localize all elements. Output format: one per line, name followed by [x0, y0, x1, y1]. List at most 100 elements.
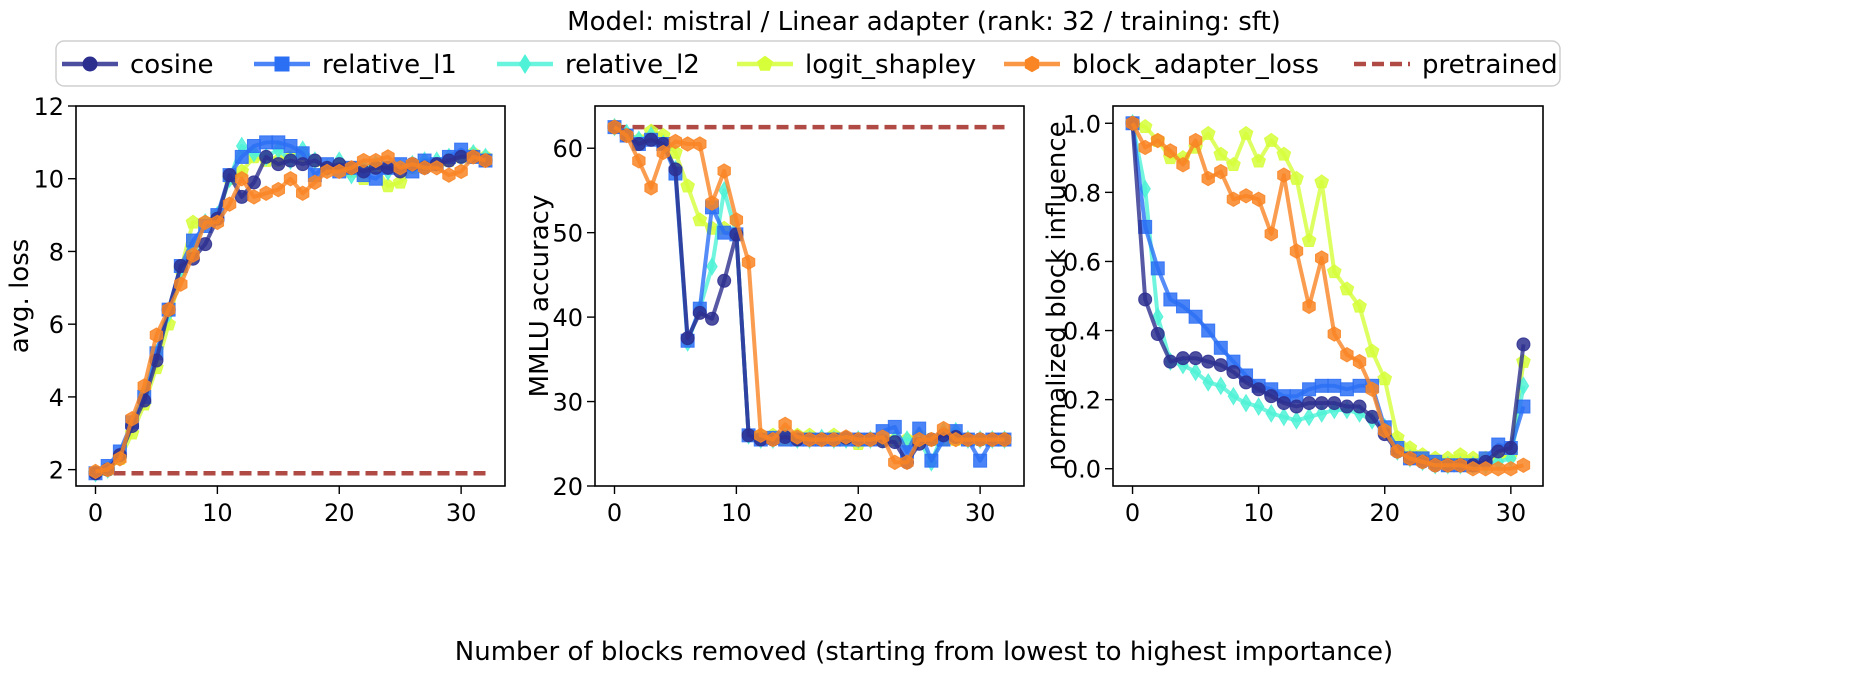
data-point-block-adapter-loss-30: [973, 431, 987, 448]
data-point-relative-l1-4: [1175, 299, 1190, 314]
legend-marker-block-adapter-loss: [1024, 55, 1040, 73]
series-line-relative-l2: [94, 144, 487, 476]
series-line-logit-shapley: [94, 151, 487, 476]
data-point-block-adapter-loss-18: [308, 174, 322, 191]
data-point-block-adapter-loss-27: [1466, 460, 1480, 477]
figure-xlabel: Number of blocks removed (starting from …: [455, 637, 1393, 667]
data-point-block-adapter-loss-7: [174, 276, 188, 292]
x-tick-label: 0: [88, 499, 103, 527]
legend-marker-relative-l1: [274, 56, 290, 72]
data-point-block-adapter-loss-30: [454, 163, 468, 180]
data-point-relative-l1-31: [1516, 399, 1531, 414]
data-point-block-adapter-loss-6: [680, 136, 695, 152]
y-tick-label: 30: [552, 389, 583, 417]
data-point-block-adapter-loss-2: [632, 153, 646, 169]
data-point-cosine-2: [1150, 327, 1165, 341]
y-tick-label: 4: [49, 384, 64, 412]
data-point-logit-shapley-17: [1339, 281, 1355, 296]
data-point-block-adapter-loss-0: [88, 463, 103, 480]
data-point-block-adapter-loss-10: [210, 214, 225, 231]
data-point-logit-shapley-1: [1137, 118, 1153, 134]
legend-label-block-adapter-loss: block_adapter_loss: [1072, 50, 1319, 80]
data-point-relative-l2-13: [1290, 410, 1303, 430]
x-tick-label: 20: [324, 499, 355, 527]
data-point-block-adapter-loss-5: [668, 133, 683, 150]
data-point-logit-shapley-11: [1263, 132, 1279, 147]
series-block-adapter-loss: [1125, 115, 1531, 477]
data-point-block-adapter-loss-2: [1151, 132, 1165, 149]
data-point-logit-shapley-9: [1238, 125, 1254, 140]
data-point-block-adapter-loss-30: [1504, 460, 1518, 477]
legend-item-pretrained: pretrained: [1354, 50, 1558, 80]
data-point-logit-shapley-15: [1314, 174, 1330, 189]
data-point-logit-shapley-7: [1213, 146, 1229, 161]
legend-item-logit-shapley: logit_shapley: [737, 50, 976, 80]
data-point-relative-l1-7: [1213, 340, 1228, 355]
data-point-block-adapter-loss-7: [693, 136, 707, 152]
data-point-block-adapter-loss-31: [466, 149, 481, 165]
data-point-block-adapter-loss-23: [888, 454, 902, 471]
data-point-relative-l1-12: [234, 149, 249, 164]
data-point-block-adapter-loss-25: [1441, 457, 1455, 474]
legend-item-relative-l1: relative_l1: [254, 50, 457, 80]
data-point-relative-l1-13: [246, 139, 261, 153]
series-logit-shapley: [88, 145, 493, 480]
data-point-block-adapter-loss-15: [1315, 250, 1329, 266]
series-group: [607, 117, 1012, 472]
x-tick-label: 20: [843, 499, 874, 527]
data-point-relative-l1-3: [1163, 292, 1178, 307]
data-point-block-adapter-loss-14: [778, 416, 792, 433]
data-point-cosine-1: [1138, 292, 1153, 307]
y-tick-label: 8: [49, 238, 64, 266]
data-point-block-adapter-loss-1: [100, 461, 115, 478]
data-point-cosine-11: [1264, 389, 1279, 404]
y-tick-label: 12: [33, 93, 64, 121]
data-point-cosine-7: [1213, 358, 1228, 373]
data-point-block-adapter-loss-3: [1163, 143, 1178, 159]
data-point-block-adapter-loss-19: [320, 163, 334, 180]
figure-title: Model: mistral / Linear adapter (rank: 3…: [567, 7, 1281, 37]
legend-label-relative-l2: relative_l2: [565, 50, 700, 80]
data-point-block-adapter-loss-26: [405, 156, 420, 172]
y-tick-label: 0.8: [1063, 179, 1101, 207]
data-point-block-adapter-loss-20: [332, 163, 346, 180]
series-markers-logit-shapley: [88, 145, 493, 480]
data-point-block-adapter-loss-8: [1226, 191, 1241, 208]
data-point-logit-shapley-8: [185, 214, 201, 229]
data-point-block-adapter-loss-3: [644, 180, 658, 196]
data-point-block-adapter-loss-10: [1251, 191, 1266, 208]
data-point-block-adapter-loss-28: [949, 431, 963, 448]
series-markers-block-adapter-loss: [607, 119, 1012, 471]
series-cosine: [88, 149, 493, 481]
data-point-cosine-29: [1491, 444, 1506, 459]
data-point-relative-l1-15: [1314, 378, 1329, 393]
data-point-cosine-4: [1175, 351, 1190, 366]
data-point-block-adapter-loss-22: [356, 152, 371, 169]
data-point-relative-l1-6: [1201, 323, 1216, 338]
data-point-relative-l2-6: [1202, 372, 1214, 392]
data-point-block-adapter-loss-25: [393, 160, 407, 176]
data-point-block-adapter-loss-4: [137, 378, 151, 394]
y-tick-label: 50: [552, 220, 583, 248]
data-point-relative-l2-7: [1215, 376, 1227, 396]
data-point-block-adapter-loss-13: [1289, 243, 1304, 259]
data-point-relative-l1-30: [973, 453, 988, 468]
data-point-block-adapter-loss-27: [417, 160, 432, 176]
data-point-relative-l1-17: [1339, 382, 1354, 397]
data-point-cosine-18: [307, 153, 322, 168]
series-markers-logit-shapley: [607, 119, 1012, 451]
series-block-adapter-loss: [88, 149, 493, 480]
data-point-cosine-17: [295, 157, 310, 172]
data-point-cosine-8: [705, 311, 719, 326]
y-tick-label: 0.0: [1063, 456, 1101, 484]
data-point-block-adapter-loss-29: [1491, 460, 1505, 477]
y-tick-label: 40: [552, 304, 583, 332]
data-point-block-adapter-loss-10: [729, 212, 744, 228]
y-tick-label: 0.6: [1063, 248, 1101, 276]
data-point-block-adapter-loss-12: [754, 427, 768, 444]
data-point-block-adapter-loss-13: [766, 431, 780, 448]
x-tick-label: 10: [721, 499, 752, 527]
data-point-cosine-8: [1226, 365, 1241, 379]
legend-label-pretrained: pretrained: [1422, 50, 1558, 80]
data-point-block-adapter-loss-9: [198, 214, 212, 231]
